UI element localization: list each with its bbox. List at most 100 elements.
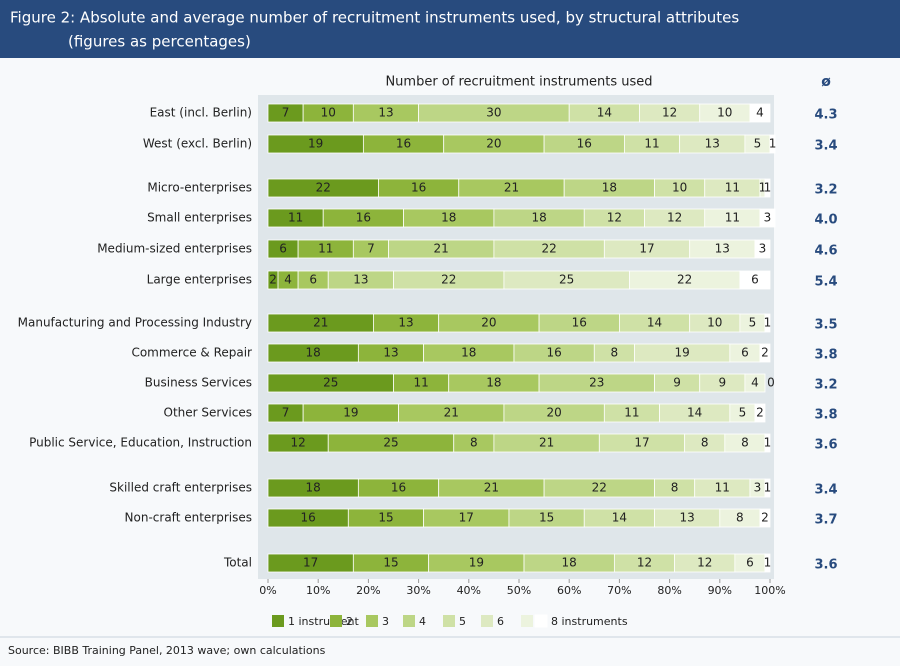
value-label: 30: [486, 106, 501, 120]
value-label: 15: [383, 556, 398, 570]
value-label: 5: [739, 406, 747, 420]
bar-segment: [764, 433, 771, 453]
value-label: 16: [546, 346, 561, 360]
value-label: 9: [673, 376, 681, 390]
value-label: 4: [756, 106, 764, 120]
value-label: 13: [705, 137, 720, 151]
value-label: 21: [539, 436, 554, 450]
value-label: 25: [383, 436, 398, 450]
value-label: 7: [367, 242, 375, 256]
average-label: 4.0: [814, 213, 837, 228]
value-label: 10: [707, 316, 722, 330]
value-label: 8: [736, 511, 744, 525]
x-tick-label: 0%: [259, 584, 276, 597]
value-label: 17: [639, 242, 654, 256]
legend-label: 5: [459, 615, 466, 628]
value-label: 20: [481, 316, 496, 330]
legend-swatch: [272, 615, 284, 627]
x-tick-label: 40%: [457, 584, 481, 597]
legend-swatch: [534, 614, 548, 628]
value-label: 10: [672, 181, 687, 195]
legend-swatch: [481, 615, 493, 627]
value-label: 18: [441, 211, 456, 225]
value-label: 13: [715, 242, 730, 256]
plot-area: [258, 95, 774, 579]
value-label: 11: [318, 242, 333, 256]
bar-segment: [759, 208, 776, 228]
value-label: 6: [309, 273, 317, 287]
value-label: 6: [279, 242, 287, 256]
value-label: 13: [353, 273, 368, 287]
value-label: 6: [751, 273, 759, 287]
value-label: 20: [486, 137, 501, 151]
category-label: Other Services: [164, 406, 253, 420]
legend-swatch: [366, 615, 378, 627]
average-label: 4.3: [814, 108, 837, 123]
value-label: 1: [764, 181, 772, 195]
average-label: 3.4: [814, 139, 837, 154]
value-label: 14: [612, 511, 627, 525]
value-label: 12: [667, 211, 682, 225]
value-label: 20: [546, 406, 561, 420]
value-label: 13: [398, 316, 413, 330]
average-label: 3.8: [814, 348, 837, 363]
average-label: 5.4: [814, 275, 837, 290]
average-label: 3.7: [814, 513, 837, 528]
average-label: 4.6: [814, 244, 837, 259]
value-label: 19: [343, 406, 358, 420]
value-label: 21: [504, 181, 519, 195]
value-label: 3: [764, 211, 772, 225]
value-label: 7: [282, 106, 290, 120]
bar-segment: [754, 403, 766, 423]
legend-swatch: [330, 615, 342, 627]
value-label: 1: [764, 316, 772, 330]
bar-segment: [739, 270, 771, 290]
value-label: 16: [577, 137, 592, 151]
bar-segment: [754, 239, 771, 259]
value-label: 8: [701, 436, 709, 450]
value-label: 5: [754, 137, 762, 151]
value-label: 1: [764, 556, 772, 570]
value-label: 17: [459, 511, 474, 525]
bar-segment: [744, 373, 766, 393]
value-label: 16: [411, 181, 426, 195]
value-label: 10: [321, 106, 336, 120]
value-label: 15: [539, 511, 554, 525]
value-label: 8: [741, 436, 749, 450]
value-label: 8: [611, 346, 619, 360]
value-label: 12: [637, 556, 652, 570]
bar-segment: [764, 478, 771, 498]
legend-label: 6: [497, 615, 504, 628]
legend-swatch: [521, 615, 533, 627]
x-tick-label: 100%: [754, 584, 785, 597]
category-label: Skilled craft enterprises: [109, 481, 252, 495]
value-label: 15: [378, 511, 393, 525]
value-label: 7: [282, 406, 290, 420]
value-label: 14: [687, 406, 702, 420]
category-label: East (incl. Berlin): [150, 106, 252, 120]
x-tick-label: 50%: [507, 584, 531, 597]
value-label: 6: [741, 346, 749, 360]
legend-label: 4: [419, 615, 426, 628]
value-label: 12: [697, 556, 712, 570]
category-label: Public Service, Education, Instruction: [29, 436, 252, 450]
value-label: 1: [759, 181, 767, 195]
value-label: 4: [284, 273, 292, 287]
value-label: 2: [269, 273, 277, 287]
category-label: Commerce & Repair: [131, 346, 252, 360]
category-label: Manufacturing and Processing Industry: [18, 316, 252, 330]
value-label: 17: [303, 556, 318, 570]
value-label: 14: [597, 106, 612, 120]
title-bar: [0, 0, 900, 58]
value-label: 22: [677, 273, 692, 287]
value-label: 11: [288, 211, 303, 225]
legend-swatch: [443, 615, 455, 627]
x-tick-label: 10%: [306, 584, 330, 597]
x-tick-label: 70%: [607, 584, 631, 597]
value-label: 18: [306, 481, 321, 495]
value-label: 0: [767, 376, 775, 390]
value-label: 22: [316, 181, 331, 195]
value-label: 12: [662, 106, 677, 120]
value-label: 11: [725, 211, 740, 225]
value-label: 25: [323, 376, 338, 390]
